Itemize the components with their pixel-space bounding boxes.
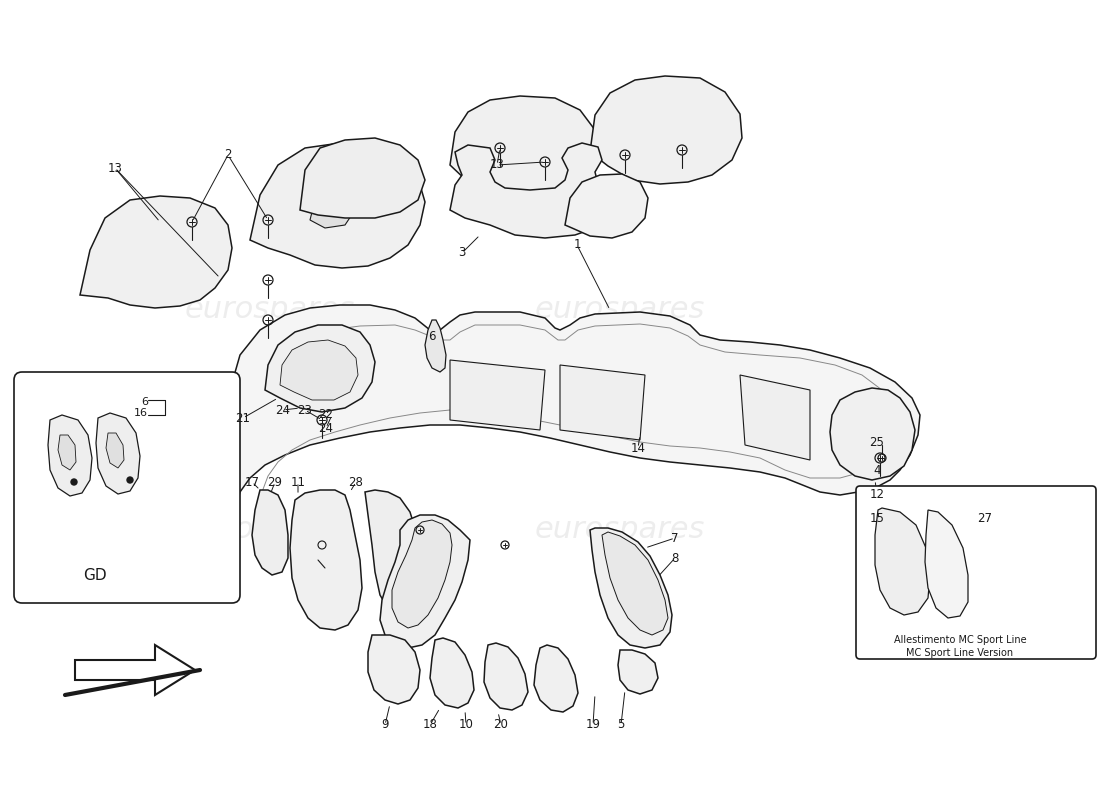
Text: eurospares: eurospares	[535, 295, 705, 325]
Text: 28: 28	[349, 475, 363, 489]
Polygon shape	[740, 375, 810, 460]
Polygon shape	[450, 143, 608, 238]
Polygon shape	[590, 528, 672, 648]
Circle shape	[126, 477, 133, 483]
Polygon shape	[310, 192, 355, 228]
Text: 12: 12	[869, 489, 884, 502]
Text: 11: 11	[290, 475, 306, 489]
Circle shape	[72, 479, 77, 485]
Text: 4: 4	[873, 463, 881, 477]
Text: eurospares: eurospares	[185, 515, 355, 545]
Polygon shape	[379, 515, 470, 648]
Text: 6: 6	[428, 330, 436, 343]
Text: eurospares: eurospares	[535, 515, 705, 545]
Polygon shape	[602, 532, 668, 635]
Polygon shape	[365, 490, 428, 620]
Polygon shape	[250, 143, 425, 268]
Polygon shape	[106, 433, 124, 468]
Text: 25: 25	[870, 437, 884, 450]
Text: 24: 24	[319, 422, 333, 434]
Polygon shape	[214, 430, 235, 458]
Polygon shape	[430, 638, 474, 708]
Text: 19: 19	[585, 718, 601, 731]
Polygon shape	[252, 490, 288, 575]
Text: 24: 24	[275, 403, 290, 417]
Polygon shape	[618, 650, 658, 694]
Polygon shape	[226, 305, 920, 530]
Polygon shape	[80, 196, 232, 308]
Polygon shape	[300, 138, 425, 218]
Text: Allestimento MC Sport Line: Allestimento MC Sport Line	[893, 635, 1026, 645]
Polygon shape	[368, 635, 420, 704]
Text: 13: 13	[490, 158, 505, 171]
Polygon shape	[840, 443, 862, 465]
Polygon shape	[484, 643, 528, 710]
Polygon shape	[290, 490, 362, 630]
Text: 17: 17	[244, 475, 260, 489]
Text: 23: 23	[298, 403, 312, 417]
Polygon shape	[58, 435, 76, 470]
Polygon shape	[75, 645, 195, 695]
Polygon shape	[280, 340, 358, 400]
Text: 5: 5	[617, 718, 625, 731]
Polygon shape	[590, 76, 742, 184]
Text: 9: 9	[382, 718, 388, 731]
Polygon shape	[565, 174, 648, 238]
Polygon shape	[450, 96, 598, 196]
Polygon shape	[265, 325, 375, 412]
Text: 13: 13	[108, 162, 122, 174]
Polygon shape	[392, 520, 452, 628]
Polygon shape	[925, 510, 968, 618]
Text: 8: 8	[671, 551, 679, 565]
Polygon shape	[534, 645, 578, 712]
FancyBboxPatch shape	[856, 486, 1096, 659]
Polygon shape	[874, 508, 929, 615]
Text: 14: 14	[630, 442, 646, 454]
Text: 10: 10	[459, 718, 473, 731]
Polygon shape	[830, 388, 915, 480]
Text: 22: 22	[319, 409, 333, 422]
Text: 1: 1	[573, 238, 581, 251]
Text: 27: 27	[978, 511, 992, 525]
Text: GD: GD	[84, 567, 107, 582]
Text: 7: 7	[671, 531, 679, 545]
Text: 2: 2	[224, 149, 232, 162]
FancyBboxPatch shape	[14, 372, 240, 603]
Polygon shape	[560, 365, 645, 440]
Text: 15: 15	[870, 511, 884, 525]
Text: 21: 21	[235, 411, 251, 425]
Text: MC Sport Line Version: MC Sport Line Version	[906, 648, 1013, 658]
Text: 20: 20	[494, 718, 508, 731]
Polygon shape	[425, 320, 446, 372]
Text: eurospares: eurospares	[185, 295, 355, 325]
Polygon shape	[96, 413, 140, 494]
Text: 29: 29	[267, 475, 283, 489]
Text: 3: 3	[459, 246, 465, 259]
Polygon shape	[450, 360, 544, 430]
Text: 18: 18	[422, 718, 438, 731]
Polygon shape	[48, 415, 92, 496]
Text: 16: 16	[134, 408, 148, 418]
Text: 6: 6	[141, 397, 149, 407]
